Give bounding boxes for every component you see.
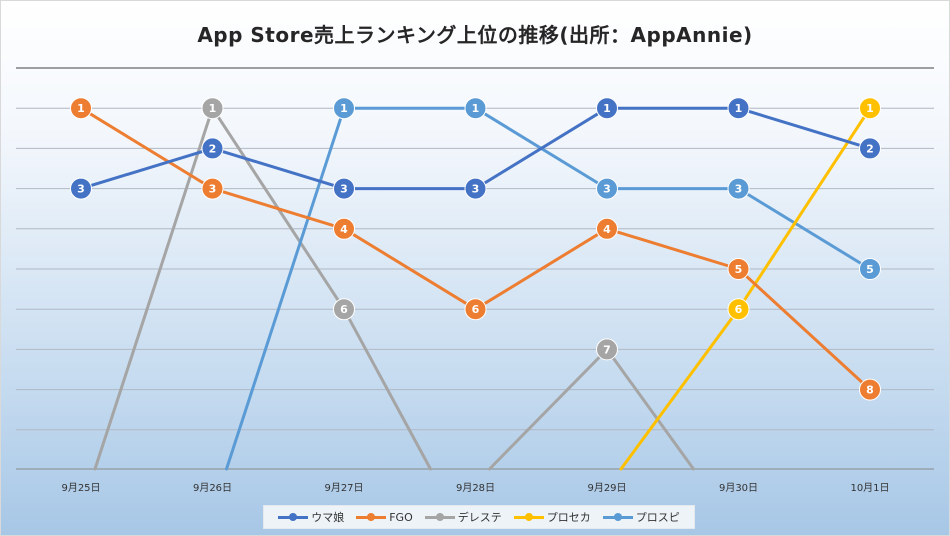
legend-item: プロスピ — [602, 509, 680, 525]
data-point — [70, 97, 92, 120]
series-ウマ娘: 3 2 3 3 1 1 2 — [70, 97, 881, 200]
data-point — [859, 258, 881, 280]
data-point — [201, 177, 224, 200]
data-label: 3 — [340, 183, 348, 196]
data-label: 1 — [735, 102, 743, 115]
series-プロセカ: 61 — [619, 97, 881, 471]
x-tick-label: 9月25日 — [61, 482, 100, 494]
data-point — [859, 137, 881, 160]
data-point — [201, 137, 224, 160]
gridlines — [16, 67, 934, 470]
data-point — [333, 97, 355, 120]
data-point — [727, 97, 750, 120]
data-point — [464, 177, 487, 200]
data-point — [464, 298, 487, 321]
legend-swatch — [356, 512, 387, 522]
data-point — [333, 177, 355, 200]
data-point — [727, 298, 750, 321]
x-axis-ticks: 9月25日 9月26日 9月27日 9月28日 9月29日 9月30日 10月1日 — [61, 482, 889, 494]
legend-swatch — [278, 512, 309, 522]
legend-label: プロスピ — [635, 511, 680, 524]
data-point — [859, 97, 881, 120]
data-point — [596, 177, 618, 200]
legend-swatch — [424, 512, 455, 522]
data-point — [333, 217, 355, 240]
data-label: 8 — [866, 384, 874, 397]
data-point — [464, 97, 487, 120]
legend-item: ウマ娘 — [278, 509, 344, 525]
data-label: 6 — [472, 303, 480, 316]
data-label: 1 — [209, 102, 217, 115]
legend-item: FGO — [356, 511, 413, 524]
data-label: 7 — [603, 343, 611, 356]
data-point — [596, 217, 618, 240]
data-point — [727, 177, 750, 200]
series-FGO: 1 3 4 6 4 5 8 — [70, 97, 881, 401]
chart-legend: ウマ娘 FGO デレステ プロセカ プロスピ — [263, 505, 695, 529]
legend-label: FGO — [389, 510, 413, 524]
series-デレステ: 1 6 7 — [93, 97, 695, 471]
data-label: 3 — [735, 183, 743, 196]
data-point — [859, 378, 881, 401]
legend-item: プロセカ — [513, 509, 591, 525]
legend-label: デレステ — [457, 511, 502, 524]
x-tick-label: 9月30日 — [719, 482, 758, 494]
legend-label: ウマ娘 — [311, 511, 345, 524]
data-point — [201, 97, 224, 120]
data-label: 3 — [603, 183, 611, 196]
data-label: 2 — [866, 142, 874, 155]
data-point — [727, 258, 750, 280]
data-label: 1 — [603, 102, 611, 115]
data-point — [596, 338, 618, 361]
data-label: 2 — [209, 142, 217, 155]
data-label: 6 — [735, 303, 743, 316]
data-point — [596, 97, 618, 120]
data-label: 5 — [866, 263, 874, 276]
chart-title: App Store売上ランキング上位の推移(出所：AppAnnie) — [197, 23, 753, 47]
x-tick-label: 9月29日 — [587, 482, 626, 494]
data-point — [70, 177, 92, 200]
legend-swatch — [513, 512, 544, 522]
legend-label: プロセカ — [546, 511, 591, 524]
legend-swatch — [602, 512, 633, 522]
data-label: 3 — [209, 183, 217, 196]
x-tick-label: 9月28日 — [456, 482, 495, 494]
series-line — [619, 106, 872, 471]
x-tick-label: 9月27日 — [324, 482, 363, 494]
data-label: 1 — [472, 102, 480, 115]
data-label: 1 — [340, 102, 348, 115]
data-label: 5 — [735, 263, 743, 276]
data-point — [333, 298, 355, 321]
data-label: 3 — [77, 183, 85, 196]
x-tick-label: 9月26日 — [193, 482, 232, 494]
data-label: 4 — [340, 223, 348, 236]
series-プロスピ: 1 1 3 3 5 — [225, 97, 881, 471]
data-label: 6 — [340, 303, 348, 316]
series-line — [93, 106, 695, 471]
data-label: 1 — [77, 102, 85, 115]
series-line — [225, 106, 872, 471]
legend-item: デレステ — [424, 509, 502, 525]
x-tick-label: 10月1日 — [850, 482, 889, 494]
data-label: 3 — [472, 183, 480, 196]
data-label: 1 — [866, 102, 874, 115]
data-label: 4 — [603, 223, 611, 236]
